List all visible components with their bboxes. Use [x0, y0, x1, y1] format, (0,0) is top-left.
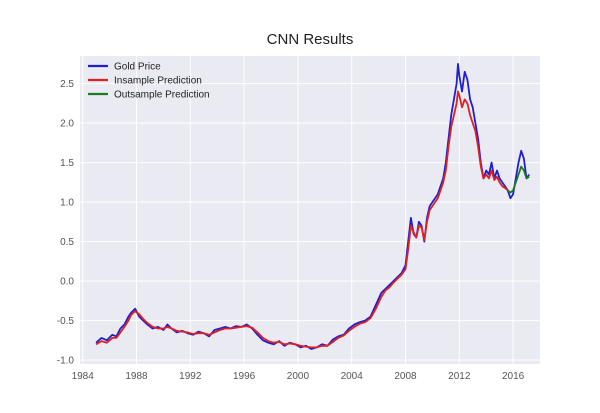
y-tick-label: 1.5	[60, 158, 74, 169]
y-tick-label: 0.0	[60, 277, 74, 288]
y-tick-labels: -1.0 -0.5 0.0 0.5 1.0 1.5 2.0 2.5	[57, 79, 75, 366]
legend-label-gold-price: Gold Price	[114, 62, 161, 73]
x-tick-label: 1988	[125, 371, 148, 382]
y-tick-label: 2.5	[60, 79, 74, 90]
x-tick-label: 1996	[233, 371, 256, 382]
series-group	[95, 63, 530, 350]
x-tick-label: 2016	[502, 371, 525, 382]
grid	[80, 56, 540, 364]
y-tick-label: 0.5	[60, 237, 74, 248]
x-tick-label: 2004	[341, 371, 364, 382]
series-line-insample-prediction	[95, 90, 509, 349]
x-tick-label: 2012	[448, 371, 471, 382]
y-tick-label: 2.0	[60, 119, 74, 130]
x-tick-label: 2008	[394, 371, 417, 382]
legend-label-insample-prediction: Insample Prediction	[114, 76, 202, 87]
plot-background	[80, 56, 540, 364]
y-tick-label: -1.0	[57, 356, 75, 367]
legend-label-outsample-prediction: Outsample Prediction	[114, 90, 210, 101]
legend: Gold Price Insample Prediction Outsample P…	[88, 62, 210, 101]
y-tick-label: 1.0	[60, 198, 74, 209]
x-tick-label: 2000	[287, 371, 310, 382]
series-line-outsample-prediction	[507, 165, 530, 194]
chart-title: CNN Results	[267, 31, 354, 48]
x-tick-label: 1984	[72, 371, 95, 382]
x-tick-label: 1992	[179, 371, 202, 382]
y-tick-label: -0.5	[57, 316, 75, 327]
x-tick-labels: 1984 1988 1992 1996 2000 2004 2008 2012 2016	[72, 371, 525, 382]
